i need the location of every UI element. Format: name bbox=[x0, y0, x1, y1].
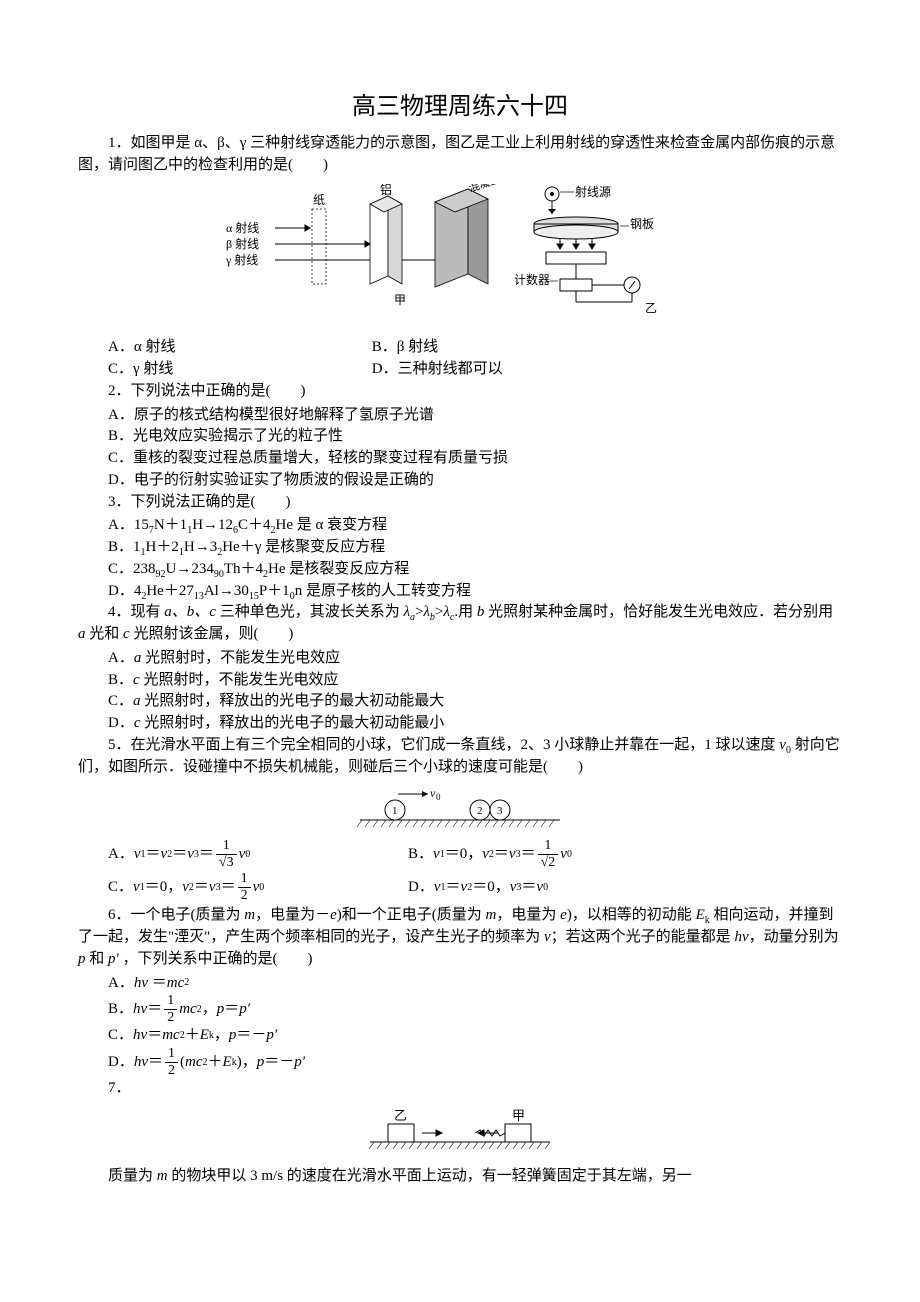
q6-optD: D．hv＝12(mc2＋Ek)，p＝－p′ bbox=[78, 1047, 842, 1078]
svg-text:3: 3 bbox=[497, 805, 503, 817]
q7-body: 质量为 m 的物块甲以 3 m/s 的速度在光滑水平面上运动，有一轻弹簧固定于其… bbox=[78, 1166, 842, 1188]
q5-optD: D．v1＝v2＝0，v3＝v0 bbox=[408, 872, 842, 903]
q7-figure: 乙 甲 bbox=[78, 1108, 842, 1158]
svg-text:计数器: 计数器 bbox=[514, 272, 550, 287]
q6-optB: B．hv＝12mc2，p＝p′ bbox=[78, 994, 842, 1025]
svg-text:1: 1 bbox=[392, 805, 398, 817]
q1-jia-label: 甲 bbox=[394, 293, 406, 307]
q1-options: A．α 射线 B．β 射线 bbox=[78, 337, 842, 359]
alpha-ray-label: α 射线 bbox=[226, 220, 259, 235]
q6-optA: A．hv ＝mc2 bbox=[78, 973, 842, 995]
q1-figure: α 射线 β 射线 γ 射线 纸 铝 bbox=[78, 184, 842, 329]
q3-optC: C．23892U→23490Th＋42He 是核裂变反应方程 bbox=[78, 559, 842, 581]
q5-stem: 5．在光滑水平面上有三个完全相同的小球，它们成一条直线，2、3 小球静止并靠在一… bbox=[78, 735, 842, 779]
gamma-ray-label: γ 射线 bbox=[225, 252, 258, 267]
q7-num: 7． bbox=[78, 1078, 842, 1100]
svg-text:射线源: 射线源 bbox=[575, 184, 611, 199]
q5-optB: B．v1＝0，v2＝v3＝1√2v0 bbox=[408, 839, 842, 870]
svg-text:钢板: 钢板 bbox=[630, 217, 654, 231]
q1-optA: A．α 射线 bbox=[108, 337, 368, 359]
q1-optB: B．β 射线 bbox=[372, 337, 438, 359]
svg-text:铝: 铝 bbox=[380, 184, 392, 197]
svg-text:混凝土: 混凝土 bbox=[467, 184, 503, 195]
svg-text:甲: 甲 bbox=[512, 1108, 525, 1123]
q5-figure: v0 1 2 3 bbox=[78, 786, 842, 831]
q1-options2: C．γ 射线 D．三种射线都可以 bbox=[78, 359, 842, 381]
q1-stem: 1．如图甲是 α、β、γ 三种射线穿透能力的示意图，图乙是工业上利用射线的穿透性… bbox=[78, 133, 842, 177]
q2-optB: B．光电效应实验揭示了光的粒子性 bbox=[78, 426, 842, 448]
q1-optC: C．γ 射线 bbox=[108, 359, 368, 381]
q6-optC: C．hv＝mc2＋Ek，p＝－p′ bbox=[78, 1025, 842, 1047]
q5-optsAB: A．v1＝v2＝v3＝1√3v0 B．v1＝0，v2＝v3＝1√2v0 bbox=[78, 839, 842, 870]
svg-text:2: 2 bbox=[477, 805, 483, 817]
q4-stem: 4．现有 a、b、c 三种单色光，其波长关系为 λa>λb>λc.用 b 光照射… bbox=[78, 602, 842, 646]
beta-ray-label: β 射线 bbox=[226, 236, 259, 251]
q4-optB: B．c 光照射时，不能发生光电效应 bbox=[78, 670, 842, 692]
q3-optD: D．42He＋2713Al→3015P＋10n 是原子核的人工转变方程 bbox=[78, 581, 842, 603]
q5-optA: A．v1＝v2＝v3＝1√3v0 bbox=[108, 839, 408, 870]
q5-optsCD: C．v1＝0，v2＝v3＝12v0 D．v1＝v2＝0，v3＝v0 bbox=[78, 872, 842, 903]
q2-optD: D．电子的衍射实验证实了物质波的假设是正确的 bbox=[78, 470, 842, 492]
q4-optD: D．c 光照射时，释放出的光电子的最大初动能最小 bbox=[78, 713, 842, 735]
q1-optD: D．三种射线都可以 bbox=[372, 359, 503, 381]
page-title: 高三物理周练六十四 bbox=[78, 90, 842, 125]
q2-optA: A．原子的核式结构模型很好地解释了氢原子光谱 bbox=[78, 405, 842, 427]
q4-optC: C．a 光照射时，释放出的光电子的最大初动能最大 bbox=[78, 691, 842, 713]
q4-optA: A．a 光照射时，不能发生光电效应 bbox=[78, 648, 842, 670]
q2-optC: C．重核的裂变过程总质量增大，轻核的聚变过程有质量亏损 bbox=[78, 448, 842, 470]
svg-text:0: 0 bbox=[436, 792, 441, 802]
q1-yi-label: 乙 bbox=[645, 301, 657, 315]
svg-text:乙: 乙 bbox=[394, 1108, 407, 1123]
q5-optC: C．v1＝0，v2＝v3＝12v0 bbox=[108, 872, 408, 903]
q2-stem: 2．下列说法中正确的是( ) bbox=[78, 381, 842, 403]
q6-stem: 6．一个电子(质量为 m，电量为－e)和一个正电子(质量为 m，电量为 e)，以… bbox=[78, 905, 842, 970]
q3-optA: A．157N＋11H→126C＋42He 是 α 衰变方程 bbox=[78, 515, 842, 537]
svg-text:纸: 纸 bbox=[313, 193, 325, 207]
q3-optB: B．11H＋21H→32He＋γ 是核聚变反应方程 bbox=[78, 537, 842, 559]
q3-stem: 3．下列说法正确的是( ) bbox=[78, 492, 842, 514]
